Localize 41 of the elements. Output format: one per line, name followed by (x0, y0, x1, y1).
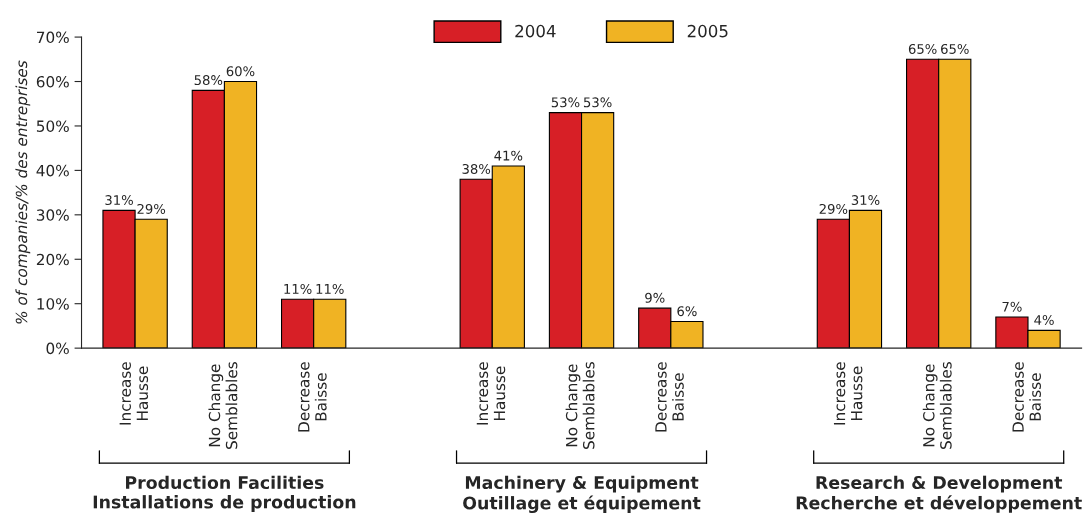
text: Production Facilities Installations de production (93, 475, 356, 512)
y-tick-label: 20% (36, 253, 69, 266)
data-label: 29% (137, 203, 166, 214)
x-tick-label: No Change Semblables (208, 362, 238, 449)
data-label: 58% (194, 75, 223, 86)
data-label: 4% (1034, 315, 1054, 326)
data-label: 9% (645, 292, 665, 303)
data-label: 29% (819, 203, 848, 214)
y-tick-label: 40% (36, 164, 69, 177)
x-tick-label: Increase Hausse (119, 362, 149, 425)
data-label: 31% (105, 195, 133, 206)
y-tick-label: 30% (36, 209, 69, 221)
text: Research & Development Recherche et développement (796, 475, 1082, 513)
x-tick-label: Increase Hausse (476, 362, 506, 425)
data-label: 65% (908, 43, 937, 54)
data-label: 38% (462, 163, 491, 174)
x-tick-label: Increase Hausse (833, 362, 863, 425)
data-label: 65% (941, 43, 969, 54)
data-label: 11% (284, 283, 312, 294)
data-label: 31% (851, 195, 880, 206)
data-label: 7% (1002, 301, 1022, 312)
x-tick-label: Decrease Baisse (298, 362, 327, 432)
data-label: 53% (551, 97, 580, 108)
y-tick-label: 10% (37, 298, 69, 310)
x-tick-label: Decrease Baisse (655, 362, 684, 432)
y-axis-title: % of companies/% des entreprises (15, 60, 31, 324)
x-tick-label: No Change Semblables (922, 362, 952, 449)
legend-label: 2005 (687, 24, 728, 38)
x-tick-label: No Change Semblables (565, 362, 595, 449)
x-tick-label: Decrease Baisse (1012, 362, 1041, 432)
y-tick-label: 70% (37, 31, 69, 44)
data-label: 60% (226, 66, 255, 77)
data-label: 41% (494, 150, 523, 161)
data-label: 6% (677, 306, 697, 317)
y-tick-label: 60% (36, 75, 69, 88)
text: Machinery & Equipment Outillage et équipement (463, 475, 701, 514)
data-label: 11% (316, 283, 344, 294)
y-tick-label: 0% (46, 342, 69, 355)
data-label: 53% (583, 97, 612, 108)
legend-label: 2004 (515, 24, 556, 38)
y-tick-label: 50% (36, 120, 69, 132)
